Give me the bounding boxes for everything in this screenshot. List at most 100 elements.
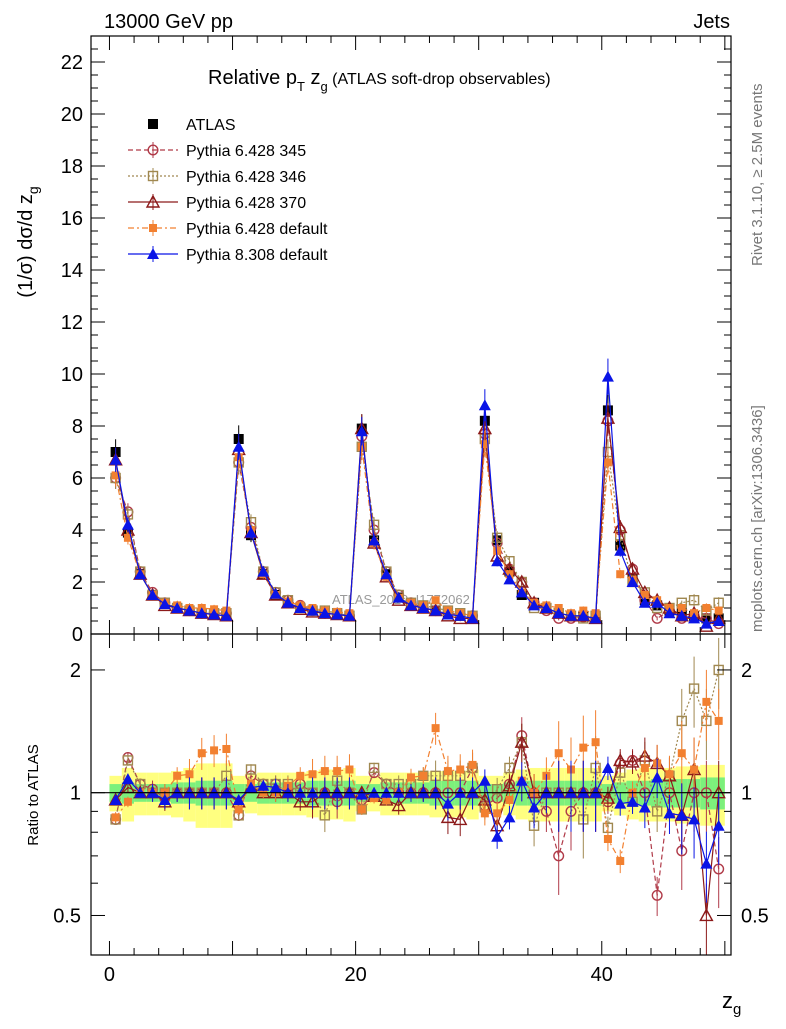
ratio-point: [528, 801, 541, 813]
main-point: [491, 532, 503, 543]
ratio-point: [245, 764, 257, 775]
ratio-point: [688, 683, 700, 694]
legend-entry-2: Pythia 6.428 346: [128, 168, 306, 186]
ratio-point: [419, 771, 428, 780]
ratio-point: [675, 809, 688, 821]
main-point: [675, 609, 688, 621]
ratio-point: [625, 754, 640, 768]
main-point: [183, 604, 196, 616]
main-point: [478, 399, 491, 411]
ratio-point: [407, 773, 415, 782]
main-y-tick-label: 4: [72, 520, 83, 542]
main-point: [257, 565, 270, 577]
main-point: [480, 440, 489, 449]
ratio-point: [505, 795, 514, 804]
main-point: [417, 602, 430, 613]
ratio-point: [440, 809, 456, 824]
ratio-point: [468, 760, 477, 769]
legend-label: Pythia 6.428 default: [186, 221, 328, 238]
ratio-point: [320, 767, 329, 776]
main-point: [195, 607, 208, 619]
main-y-tick-label: 14: [61, 260, 83, 282]
main-point: [405, 599, 417, 611]
main-point: [613, 519, 628, 534]
ratio-point: [480, 809, 489, 818]
main-point: [493, 546, 502, 555]
main-point: [614, 544, 627, 556]
main-y-tick-label: 6: [72, 468, 83, 490]
ratio-point: [553, 850, 565, 862]
ratio-point: [269, 781, 282, 793]
ratio-point: [111, 813, 120, 822]
ratio-point: [296, 771, 305, 780]
ratio-point: [391, 798, 406, 812]
ratio-series-line: [115, 669, 720, 829]
main-point: [540, 602, 553, 613]
main-y-tick-label: 2: [72, 572, 83, 594]
ratio-point: [616, 857, 625, 866]
main-point: [109, 453, 122, 465]
main-y-tick-label: 20: [61, 104, 83, 126]
x-tick-label: 20: [344, 964, 366, 986]
ratio-point: [232, 793, 245, 805]
ratio-point: [357, 805, 366, 814]
ratio-point: [453, 811, 468, 826]
main-point: [700, 617, 713, 629]
ratio-point: [503, 811, 516, 823]
ratio-point: [690, 765, 699, 774]
main-point: [269, 587, 282, 599]
main-point: [368, 519, 380, 530]
ratio-point: [368, 762, 380, 774]
x-tick-label: 0: [104, 964, 115, 986]
ratio-point: [333, 767, 342, 776]
main-point: [491, 555, 504, 567]
ratio-point: [234, 805, 243, 814]
ratio-point: [651, 806, 663, 817]
legend-marker: [147, 144, 159, 156]
main-point: [306, 604, 319, 616]
ratio-point: [515, 774, 528, 786]
ratio-point: [601, 761, 614, 773]
main-point: [392, 591, 405, 603]
ratio-point: [554, 749, 563, 758]
ratio-point: [245, 781, 257, 793]
ratio-y-tick-label: 0.5: [53, 905, 81, 927]
header-energy-label: 13000 GeV pp: [104, 11, 233, 33]
legend-marker: [145, 194, 161, 208]
legend-entry-3: Pythia 6.428 370: [128, 194, 306, 212]
main-point: [171, 602, 184, 613]
ratio-point: [210, 746, 219, 755]
main-point: [208, 608, 221, 620]
main-point: [368, 534, 381, 546]
main-point: [712, 615, 725, 626]
ratio-y-tick-label: 1: [70, 783, 81, 805]
ratio-point: [355, 788, 368, 800]
main-series-5: [109, 358, 725, 629]
main-point: [688, 612, 701, 624]
main-point: [702, 604, 711, 612]
ratio-point: [613, 752, 628, 767]
main-point: [158, 598, 171, 610]
main-point: [714, 606, 723, 615]
main-point: [441, 608, 454, 620]
ratio-point: [197, 749, 206, 758]
main-point: [245, 526, 257, 538]
main-point: [515, 586, 528, 598]
main-point: [625, 561, 640, 575]
ratio-point: [702, 697, 711, 706]
legend-entry-5: Pythia 8.308 default: [128, 246, 328, 264]
main-point: [318, 607, 331, 619]
ratio-y-tick-label-right: 1: [741, 783, 752, 805]
main-point: [688, 595, 700, 606]
main-point: [111, 471, 120, 480]
ratio-point: [293, 794, 308, 808]
ratio-point: [663, 807, 676, 819]
main-point: [466, 612, 479, 624]
main-point: [577, 609, 590, 621]
ratio-point: [431, 724, 440, 733]
main-point: [626, 576, 639, 587]
ratio-y-tick-label: 2: [70, 660, 81, 682]
ratio-point: [222, 744, 231, 753]
main-title: Relative pT zg (ATLAS soft-drop observab…: [208, 67, 551, 94]
ratio-point: [319, 810, 331, 821]
